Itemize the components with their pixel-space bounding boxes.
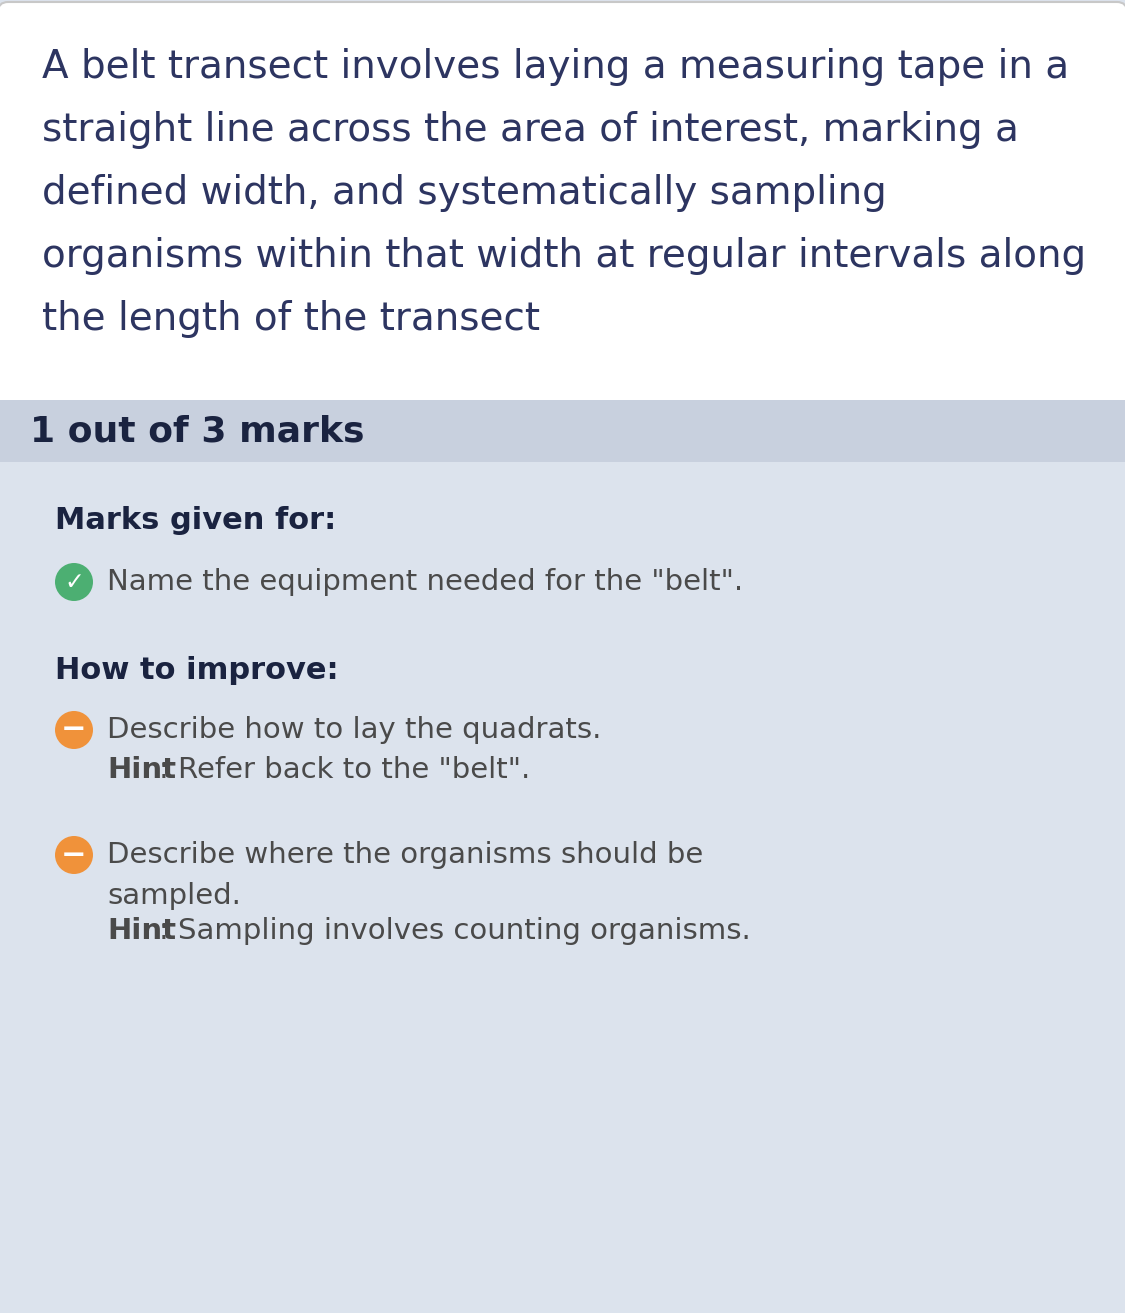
Text: defined width, and systematically sampling: defined width, and systematically sampli… <box>42 175 886 211</box>
Text: ✓: ✓ <box>64 570 84 593</box>
Text: A belt transect involves laying a measuring tape in a: A belt transect involves laying a measur… <box>42 49 1069 85</box>
Text: −: − <box>61 716 87 744</box>
Text: Marks given for:: Marks given for: <box>55 506 336 534</box>
Text: −: − <box>61 840 87 869</box>
Text: straight line across the area of interest, marking a: straight line across the area of interes… <box>42 112 1019 148</box>
Circle shape <box>55 836 93 874</box>
Text: Hint: Hint <box>107 756 176 784</box>
FancyBboxPatch shape <box>0 3 1125 410</box>
Text: Describe where the organisms should be
sampled.: Describe where the organisms should be s… <box>107 842 703 910</box>
Circle shape <box>55 712 93 748</box>
Bar <box>0 400 1125 462</box>
Text: Describe how to lay the quadrats.: Describe how to lay the quadrats. <box>107 716 602 744</box>
Text: the length of the transect: the length of the transect <box>42 299 540 337</box>
Text: : Sampling involves counting organisms.: : Sampling involves counting organisms. <box>159 916 750 945</box>
Text: Hint: Hint <box>107 916 176 945</box>
Text: Name the equipment needed for the "belt".: Name the equipment needed for the "belt"… <box>107 569 744 596</box>
Circle shape <box>55 563 93 601</box>
Text: 1 out of 3 marks: 1 out of 3 marks <box>30 414 364 448</box>
Text: : Refer back to the "belt".: : Refer back to the "belt". <box>159 756 530 784</box>
Text: organisms within that width at regular intervals along: organisms within that width at regular i… <box>42 238 1086 274</box>
Text: How to improve:: How to improve: <box>55 656 339 685</box>
